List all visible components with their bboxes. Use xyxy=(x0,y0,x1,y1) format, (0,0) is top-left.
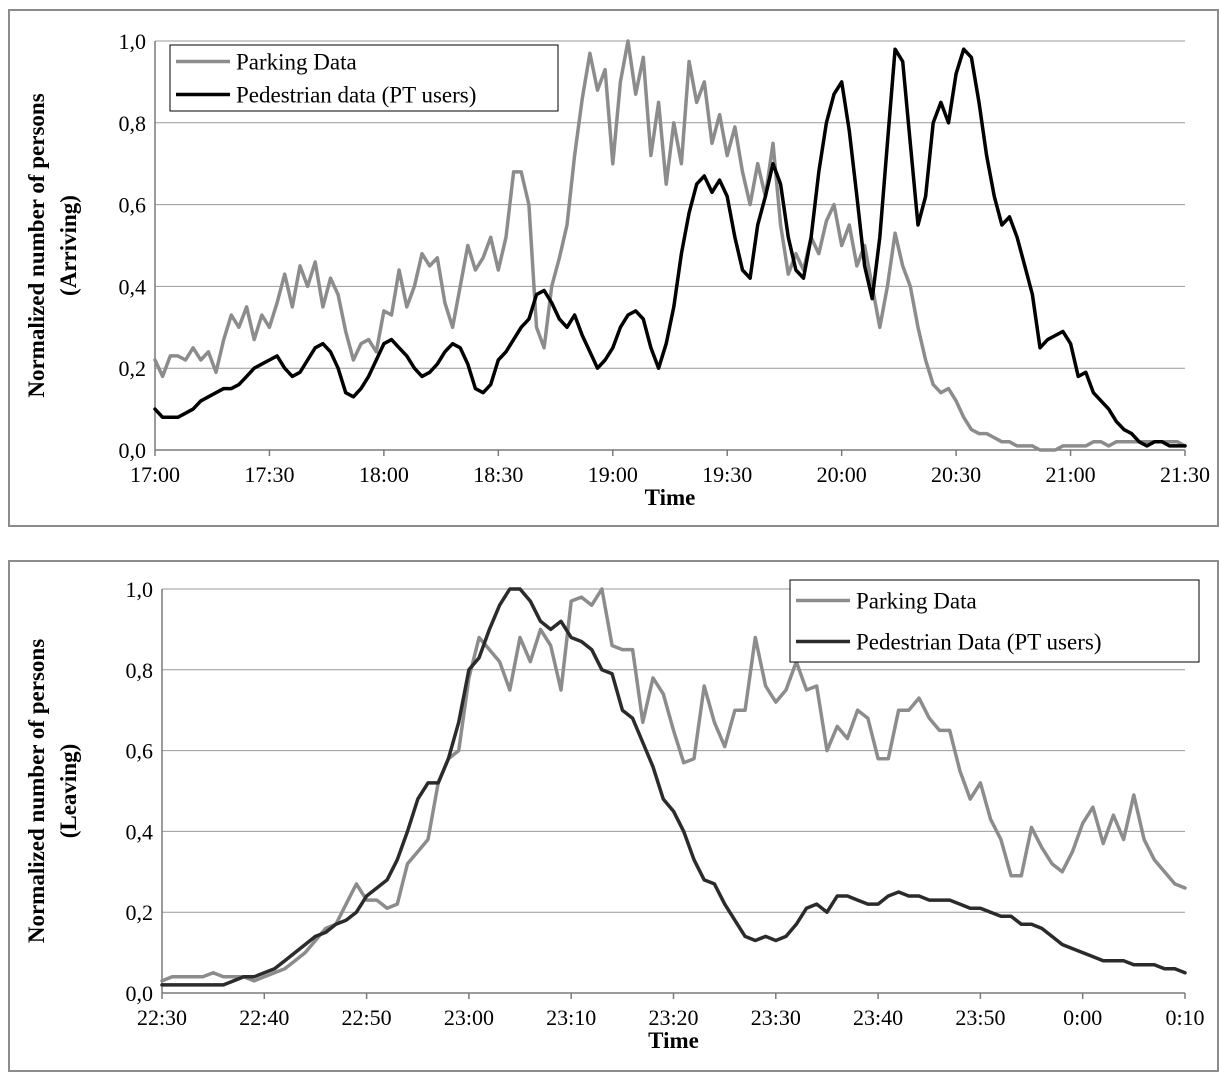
arriving-y-tick-label: 0,2 xyxy=(119,356,147,381)
arriving-x-tick-label: 20:30 xyxy=(931,462,981,487)
leaving-chart-panel: 0,0 0,2 0,4 0,6 0,8 1,0 22:30 22:40 22:50 23:00 23… xyxy=(8,560,1219,1072)
arriving-legend: Parking Data Pedestrian data (PT users) xyxy=(169,44,559,112)
arriving-legend-pedestrian-label: Pedestrian data (PT users) xyxy=(236,83,476,108)
leaving-y-tick-label: 0,8 xyxy=(126,658,154,683)
leaving-y-tick-label: 1,0 xyxy=(126,577,154,602)
leaving-y-axis-title-line1: Normalized number of persons xyxy=(24,639,49,943)
leaving-x-tick-label: 22:40 xyxy=(239,1005,289,1030)
leaving-legend-box xyxy=(789,579,1200,663)
leaving-x-tick-label: 23:00 xyxy=(444,1005,494,1030)
arriving-y-tick-label: 1,0 xyxy=(119,29,147,54)
leaving-legend: Parking Data Pedestrian Data (PT users) xyxy=(789,579,1200,663)
arriving-y-tick-label: 0,6 xyxy=(119,193,147,218)
arriving-x-tick-label: 17:00 xyxy=(130,462,180,487)
leaving-y-tick-label: 0,2 xyxy=(126,900,154,925)
arriving-y-tick-label: 0,8 xyxy=(119,111,147,136)
arriving-chart: 0,0 0,2 0,4 0,6 0,8 1,0 17:00 17:30 18:00 18:30 19… xyxy=(24,29,1211,510)
leaving-legend-parking-label: Parking Data xyxy=(856,589,977,614)
arriving-series-pedestrian-line xyxy=(153,47,1187,448)
arriving-x-tick-label: 21:00 xyxy=(1045,462,1095,487)
arriving-x-tick-label: 20:00 xyxy=(817,462,867,487)
leaving-y-tick-label: 0,0 xyxy=(126,981,154,1006)
arriving-axes: 0,0 0,2 0,4 0,6 0,8 1,0 17:00 17:30 18:00 18:30 19… xyxy=(119,29,1211,487)
leaving-x-tick-label: 23:40 xyxy=(853,1005,903,1030)
arriving-x-tick-label: 21:30 xyxy=(1160,462,1210,487)
leaving-y-tick-label: 0,4 xyxy=(126,819,154,844)
arriving-x-tick-label: 19:30 xyxy=(702,462,752,487)
leaving-x-tick-label: 22:50 xyxy=(342,1005,392,1030)
arriving-series-parking-line xyxy=(153,39,1187,452)
leaving-y-axis-title-line2: (Leaving) xyxy=(56,744,81,839)
leaving-legend-pedestrian-label: Pedestrian Data (PT users) xyxy=(856,630,1102,655)
leaving-x-tick-label: 23:10 xyxy=(546,1005,596,1030)
leaving-x-tick-label: 0:00 xyxy=(1063,1005,1102,1030)
arriving-legend-parking-label: Parking Data xyxy=(236,50,357,75)
arriving-y-axis-title-line1: Normalized number of persons xyxy=(24,93,49,397)
arriving-x-tick-label: 18:00 xyxy=(359,462,409,487)
arriving-x-tick-label: 19:00 xyxy=(588,462,638,487)
arriving-x-axis-title: Time xyxy=(645,485,696,510)
leaving-series-pedestrian-line xyxy=(160,587,1187,987)
leaving-x-tick-label: 23:20 xyxy=(648,1005,698,1030)
leaving-x-tick-label: 23:30 xyxy=(751,1005,801,1030)
arriving-x-tick-label: 18:30 xyxy=(473,462,523,487)
arriving-legend-box xyxy=(169,44,559,112)
leaving-axes: 0,0 0,2 0,4 0,6 0,8 1,0 22:30 22:40 22:50 23:00 23… xyxy=(126,577,1205,1030)
leaving-y-tick-label: 0,6 xyxy=(126,739,154,764)
arriving-chart-panel: 0,0 0,2 0,4 0,6 0,8 1,0 17:00 17:30 18:00 18:30 19… xyxy=(8,9,1219,527)
leaving-x-axis-title: Time xyxy=(648,1028,699,1053)
arriving-y-tick-label: 0,4 xyxy=(119,274,147,299)
arriving-y-tick-label: 0,0 xyxy=(119,438,147,463)
leaving-x-tick-label: 0:10 xyxy=(1165,1005,1204,1030)
arriving-x-tick-label: 17:30 xyxy=(244,462,294,487)
leaving-chart: 0,0 0,2 0,4 0,6 0,8 1,0 22:30 22:40 22:50 23:00 23… xyxy=(24,577,1205,1053)
leaving-x-tick-label: 23:50 xyxy=(955,1005,1005,1030)
arriving-y-axis-title-line2: (Arriving) xyxy=(56,195,81,296)
leaving-x-tick-label: 22:30 xyxy=(137,1005,187,1030)
